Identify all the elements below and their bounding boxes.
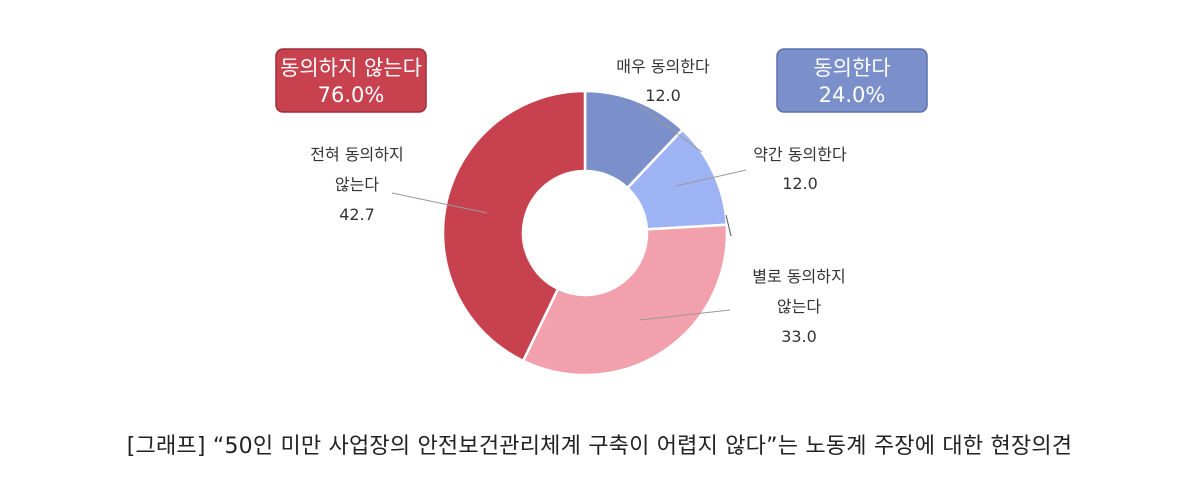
slice-name-label-3: 전혀 동의하지 [310,145,403,164]
leader-line-0 [636,103,703,153]
chart-caption: [그래프] “50인 미만 사업장의 안전보건관리체계 구축이 어렵지 않다”는… [126,434,1073,459]
group-badge-disagree-value: 76.0% [318,83,385,107]
leader-line-1 [675,169,747,187]
group-badge-disagree: 동의하지 않는다 76.0% [275,48,427,113]
donut-slice-2 [521,223,729,377]
slice-name-label-3: 않는다 [335,175,379,194]
leader-line-3 [391,192,488,214]
slice-name-label-1: 약간 동의한다 [753,145,847,164]
group-badge-disagree-box [275,48,427,113]
ring-tick-mark [725,214,732,237]
slice-value-label-2: 33.0 [781,327,817,346]
slice-name-label-0: 매우 동의한다 [616,57,710,76]
donut-slices [441,89,729,377]
group-badge-agree-title: 동의한다 [813,56,890,80]
slice-value-label-3: 42.7 [339,205,375,224]
slice-name-label-2: 않는다 [777,297,821,316]
slice-name-label-2: 별로 동의하지 [752,267,845,286]
group-badge-disagree-title: 동의하지 않는다 [280,56,422,80]
leader-lines [391,103,747,321]
slice-value-label-1: 12.0 [782,174,818,193]
donut-slice-3 [441,89,587,363]
group-badge-agree: 동의한다 24.0% [776,48,928,113]
group-badge-agree-box [776,48,928,113]
leader-line-2 [639,309,731,321]
group-badge-agree-value: 24.0% [819,83,886,107]
slice-value-label-0: 12.0 [645,86,681,105]
